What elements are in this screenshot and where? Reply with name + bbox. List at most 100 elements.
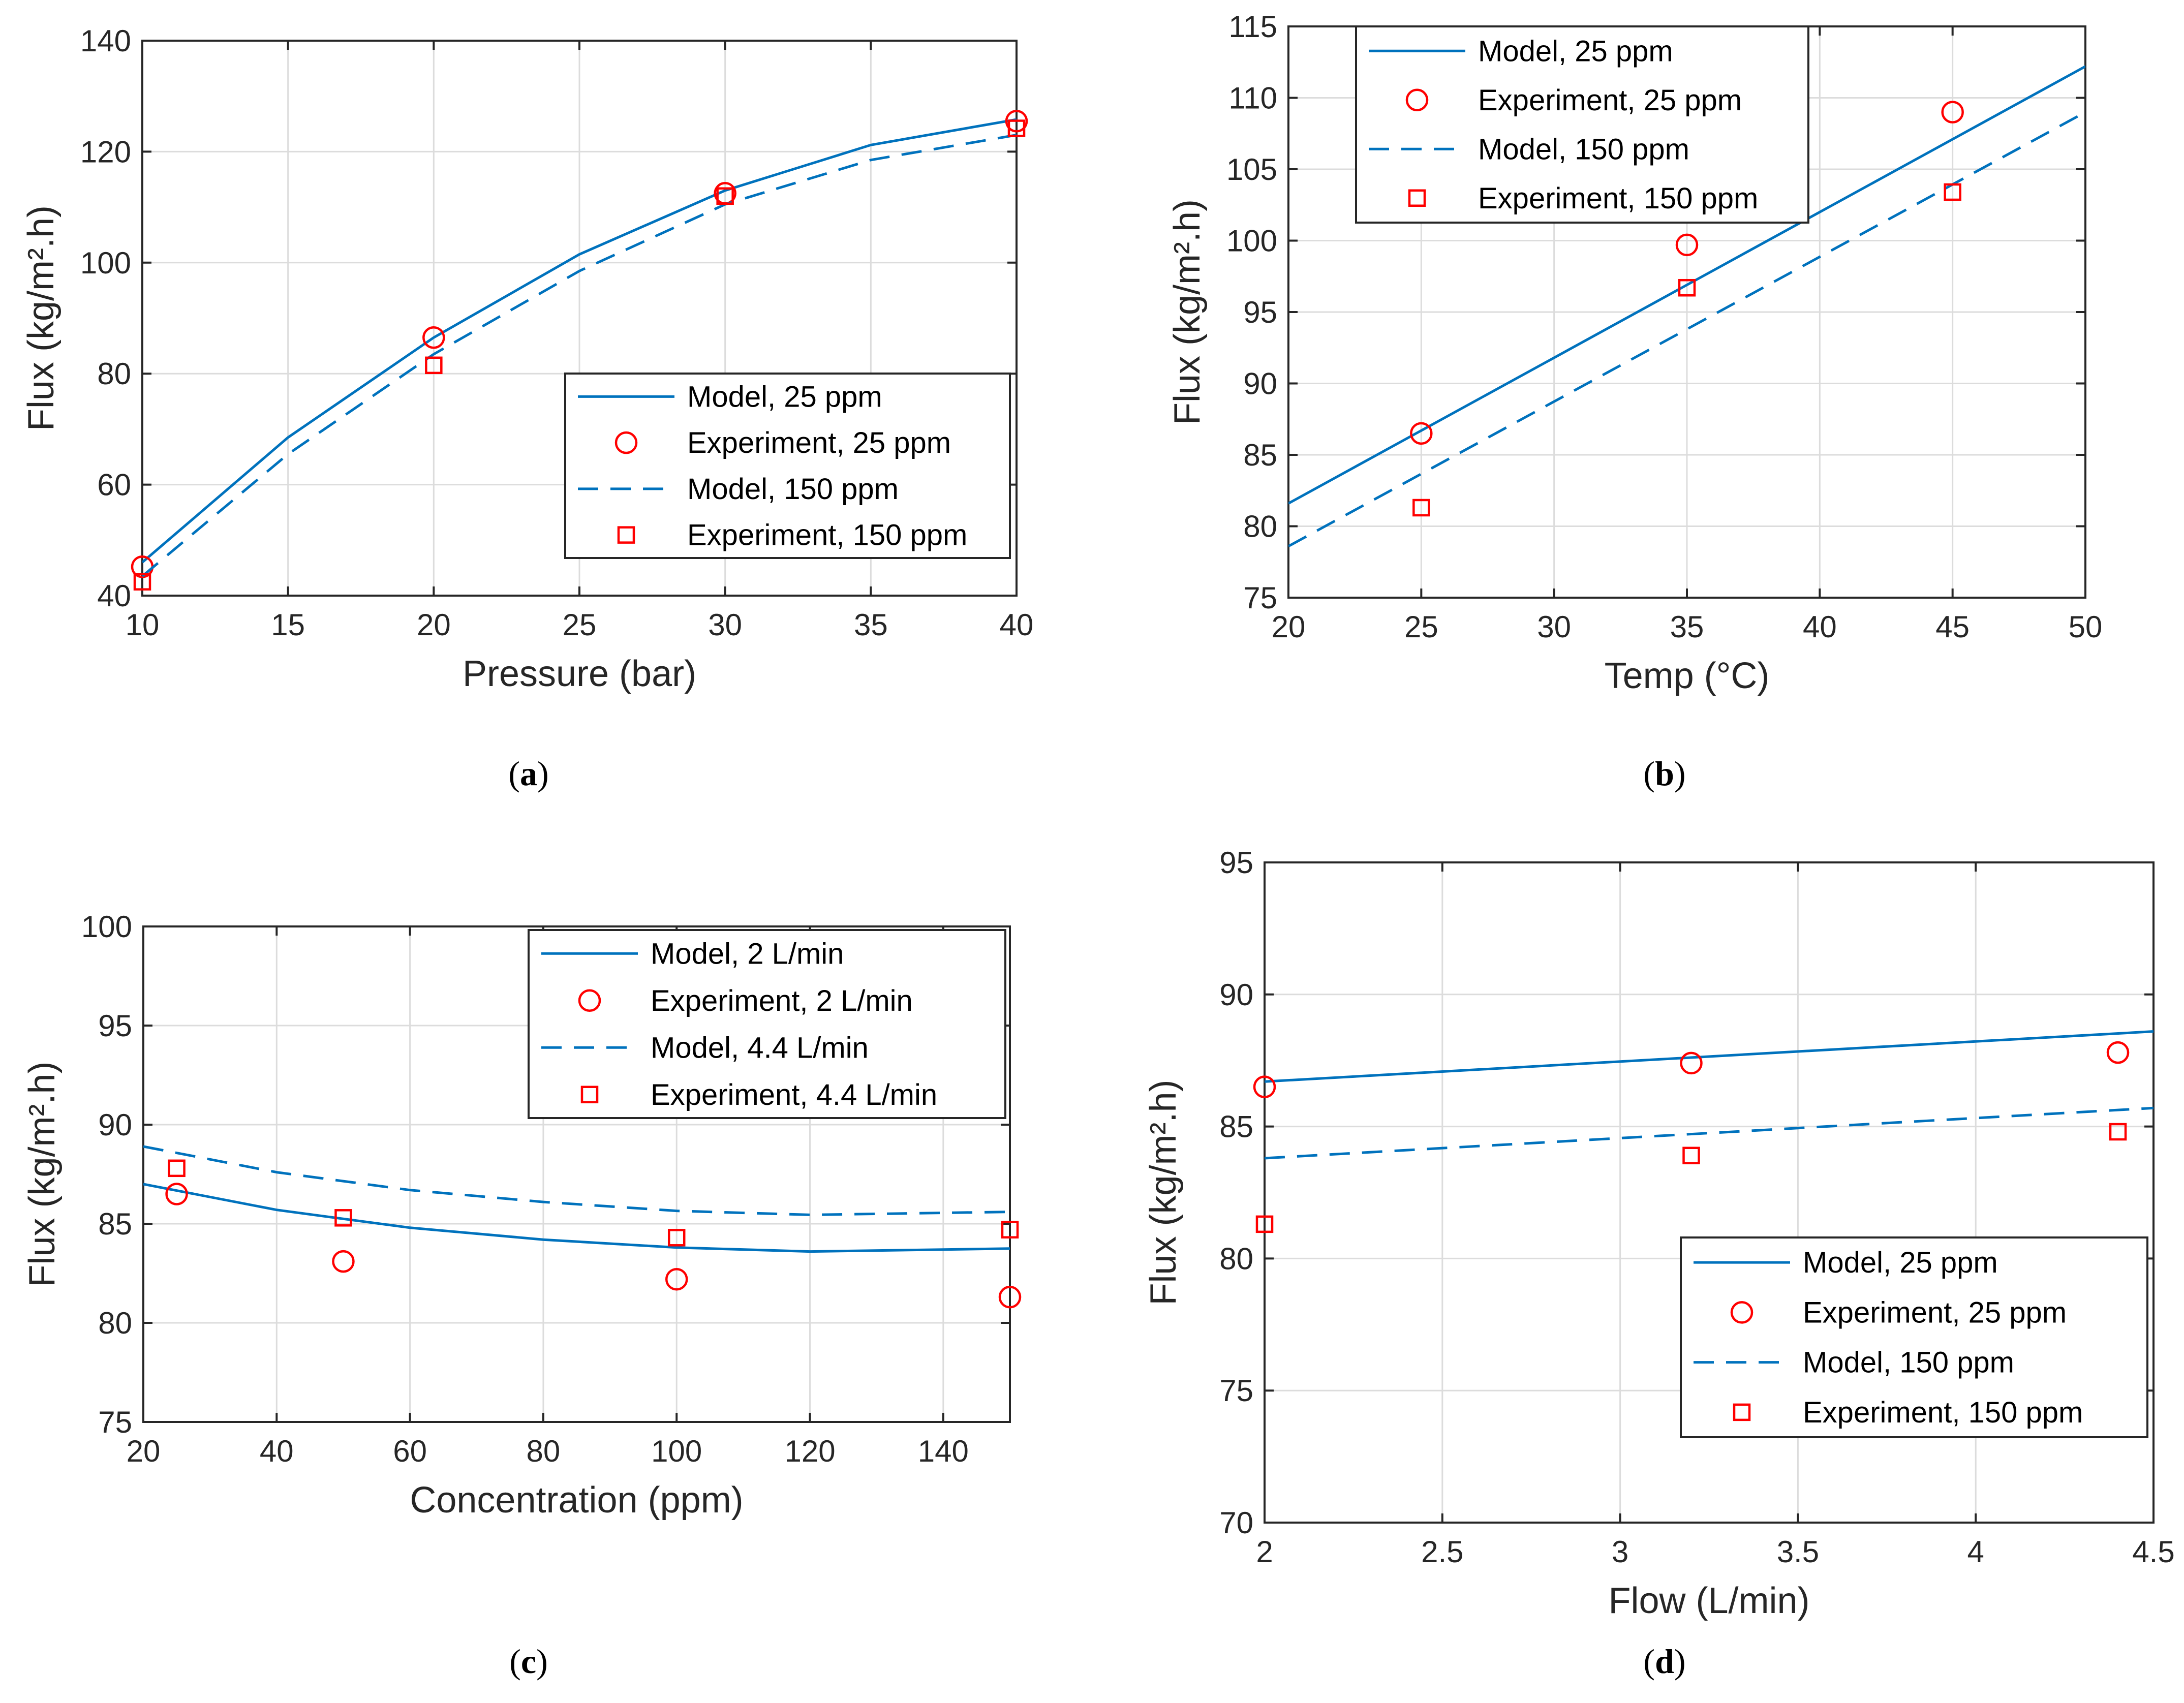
series-line: [143, 1183, 1010, 1253]
panel-label: (d): [1643, 1642, 1685, 1681]
series-experiment-150-ppm: [1412, 183, 1961, 517]
y-tick-label: 105: [1226, 152, 1277, 187]
legend-marker-circle: [1405, 88, 1429, 111]
y-axis-label: Flux (kg/m².h): [21, 205, 61, 431]
axes-box: [1264, 861, 2155, 1524]
x-tick-label: 2.5: [1421, 1535, 1463, 1569]
y-axis-label: Flux (kg/m².h): [22, 1061, 63, 1287]
series-model-25-ppm: [1288, 65, 2085, 505]
series-model-2-l-min: [143, 1183, 1010, 1253]
legend-entry-label: Model, 150 ppm: [687, 473, 899, 506]
y-tick-label: 115: [1228, 10, 1277, 44]
legend: Model, 2 L/min Experiment, 2 L/min Model, …: [528, 929, 1006, 1119]
x-tick-label: 2: [1256, 1535, 1273, 1569]
legend-entry-label: Model, 150 ppm: [1478, 133, 1689, 166]
chart-panel-d: 2 2.5 3 3.5 4 4.5 70 75 80 85 90 95 Flow (L/min) Flux…: [1143, 846, 2175, 1681]
data-point-square: [1944, 183, 1961, 201]
data-point-circle: [2106, 1041, 2130, 1064]
legend-marker-circle: [1730, 1301, 1754, 1324]
legend-entry-label: Experiment, 25 ppm: [1478, 84, 1742, 117]
x-tick-label: 80: [527, 1434, 561, 1468]
legend-entry-label: Experiment, 150 ppm: [687, 519, 967, 552]
x-tick-label: 10: [126, 608, 160, 642]
data-point-circle: [1680, 1051, 1703, 1075]
data-point-square: [1412, 499, 1430, 517]
x-axis-label: Flow (L/min): [1608, 1581, 1809, 1621]
data-point-square: [1682, 1147, 1700, 1165]
data-point-circle: [1410, 422, 1433, 445]
data-point-square: [1678, 278, 1696, 297]
legend-entry-label: Model, 4.4 L/min: [651, 1031, 869, 1064]
legend-marker-square: [1733, 1403, 1751, 1421]
y-tick-label: 100: [81, 910, 132, 944]
x-tick-label: 120: [784, 1434, 835, 1468]
x-tick-label: 35: [854, 608, 888, 642]
data-point-square: [1255, 1215, 1274, 1233]
data-point-circle: [332, 1250, 355, 1273]
axes-box: [141, 40, 1018, 597]
y-tick-label: 40: [97, 579, 131, 613]
legend-marker-circle: [578, 989, 601, 1012]
data-point-circle: [665, 1267, 688, 1291]
legend-box: [1355, 25, 1809, 224]
series-line: [1265, 1030, 2154, 1083]
x-tick-label: 60: [393, 1434, 427, 1468]
x-axis-label: Concentration (ppm): [410, 1480, 743, 1521]
y-tick-label: 110: [1228, 81, 1277, 115]
axes-box: [142, 925, 1011, 1423]
x-tick-label: 40: [260, 1434, 294, 1468]
x-tick-label: 50: [2069, 610, 2103, 644]
series-model-25-ppm: [142, 118, 1017, 564]
legend-marker-circle: [614, 431, 638, 454]
y-tick-label: 75: [1243, 581, 1277, 615]
panel-label: (a): [508, 754, 548, 793]
x-tick-label: 3: [1612, 1535, 1628, 1569]
legend-box: [1680, 1236, 2148, 1438]
series-model-150-ppm: [142, 134, 1017, 577]
y-tick-label: 120: [80, 135, 131, 169]
legend-marker-square: [617, 526, 635, 544]
series-line: [143, 1145, 1010, 1216]
data-point-circle: [1941, 101, 1964, 123]
x-tick-label: 25: [1404, 610, 1438, 644]
x-tick-label: 4.5: [2132, 1535, 2174, 1569]
x-tick-label: 20: [1272, 610, 1306, 644]
legend-entry-label: Model, 2 L/min: [651, 937, 844, 970]
data-point-square: [1001, 1221, 1019, 1238]
series-model-150-ppm: [1265, 1106, 2154, 1160]
y-tick-label: 80: [98, 1306, 132, 1340]
legend-marker-square: [1408, 189, 1426, 207]
y-tick-label: 85: [1219, 1110, 1253, 1144]
x-axis-label: Temp (°C): [1605, 656, 1770, 696]
x-tick-label: 40: [1803, 610, 1837, 644]
y-tick-label: 70: [1219, 1506, 1253, 1540]
series-model-25-ppm: [1265, 1030, 2154, 1083]
x-tick-label: 25: [563, 608, 597, 642]
x-tick-label: 20: [127, 1434, 161, 1468]
y-tick-label: 95: [1243, 295, 1277, 329]
x-tick-label: 15: [271, 608, 305, 642]
legend: Model, 25 ppm Experiment, 25 ppm Model, 15…: [1355, 25, 1809, 224]
panel-label: (b): [1643, 754, 1685, 793]
data-point-square: [334, 1209, 352, 1227]
chart-panel-b: 20 25 30 35 40 45 50 75 80 85 90 95 100 105 110 115 Temp…: [1167, 10, 2102, 793]
data-point-circle: [1675, 233, 1699, 257]
series-experiment-150-ppm: [1255, 1123, 2127, 1233]
y-tick-label: 90: [98, 1108, 132, 1142]
y-tick-label: 85: [98, 1207, 132, 1241]
legend-box: [528, 929, 1006, 1119]
x-tick-label: 30: [1537, 610, 1571, 644]
y-tick-label: 140: [80, 24, 131, 58]
legend: Model, 25 ppm Experiment, 25 ppm Model, 15…: [1680, 1236, 2148, 1438]
legend-entry-label: Experiment, 150 ppm: [1478, 182, 1758, 215]
x-tick-label: 140: [918, 1434, 969, 1468]
series-experiment-2-l-min: [165, 1183, 1022, 1309]
y-tick-label: 80: [97, 357, 131, 391]
chart-panel-c: 20 40 60 80 100 120 140 75 80 85 90 95 100 Concentrat…: [22, 910, 1022, 1681]
data-point-square: [425, 356, 443, 375]
legend-entry-label: Model, 25 ppm: [1803, 1246, 1998, 1279]
legend-entry-label: Model, 150 ppm: [1803, 1346, 2014, 1379]
x-tick-label: 35: [1670, 610, 1704, 644]
x-tick-label: 4: [1967, 1535, 1984, 1569]
data-point-square: [2109, 1123, 2127, 1141]
